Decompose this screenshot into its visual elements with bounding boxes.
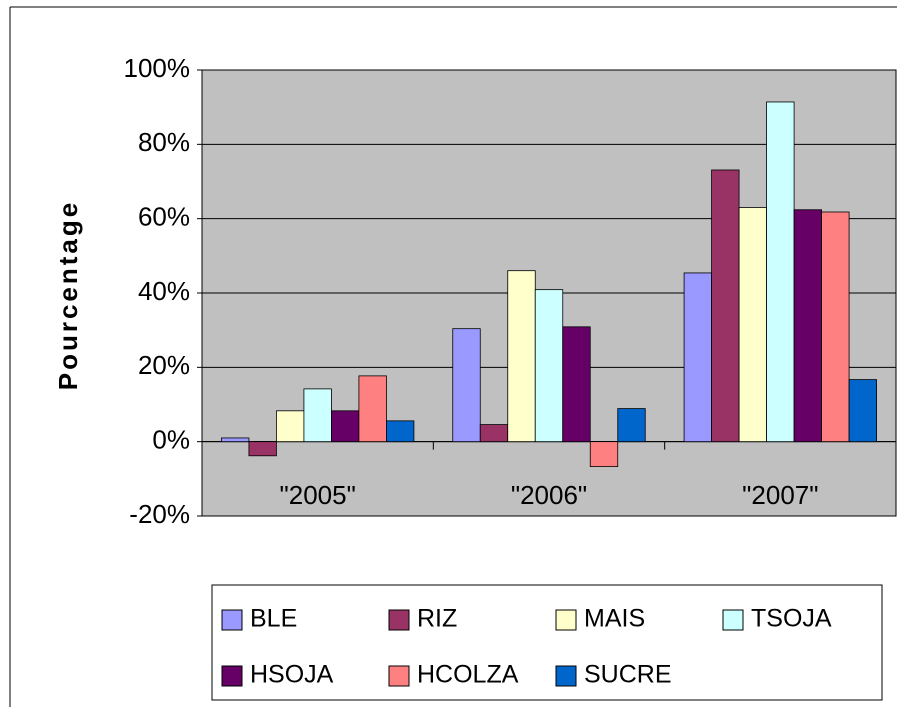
y-tick-label: -20%: [129, 499, 190, 529]
y-tick-label: 80%: [138, 127, 190, 157]
legend-label: HSOJA: [250, 661, 334, 689]
legend-label: HCOLZA: [417, 661, 519, 689]
y-tick-label: 60%: [138, 202, 190, 232]
legend-swatch: [221, 665, 243, 687]
legend-label: MAIS: [584, 605, 645, 633]
x-tick-label: "2007": [742, 480, 818, 510]
bar: [248, 441, 277, 457]
bar: [683, 272, 712, 443]
bar: [358, 375, 387, 443]
bar: [738, 207, 767, 443]
x-tick-label: "2005": [280, 480, 356, 510]
y-tick-label: 40%: [138, 276, 190, 306]
bar: [711, 169, 740, 443]
bar: [766, 101, 795, 443]
legend-swatch: [722, 609, 744, 631]
legend-swatch: [555, 609, 577, 631]
bar: [562, 326, 591, 443]
bar: [276, 410, 305, 443]
legend-label: BLE: [250, 605, 297, 633]
bar: [793, 209, 822, 443]
y-tick-label: 20%: [138, 350, 190, 380]
bar: [617, 408, 646, 443]
y-tick-label: 100%: [124, 53, 191, 83]
legend-label: RIZ: [417, 605, 457, 633]
bar: [452, 328, 481, 443]
legend-swatch: [388, 609, 410, 631]
bar: [507, 270, 536, 443]
legend-swatch: [388, 665, 410, 687]
legend-swatch: [555, 665, 577, 687]
x-tick-label: "2006": [511, 480, 587, 510]
y-axis-label: Pourcentage: [53, 200, 83, 391]
bar: [534, 289, 564, 443]
legend-label: SUCRE: [584, 661, 672, 689]
legend-label: TSOJA: [751, 605, 832, 633]
bar: [589, 441, 619, 467]
bar: [386, 420, 415, 443]
bar: [303, 388, 332, 443]
legend-swatch: [221, 609, 243, 631]
y-tick-label: 0%: [152, 425, 190, 455]
bar: [848, 379, 877, 443]
legend-box: [211, 584, 883, 701]
bar: [221, 437, 250, 443]
bar: [331, 410, 360, 443]
bar: [479, 424, 509, 443]
bar: [821, 211, 850, 443]
